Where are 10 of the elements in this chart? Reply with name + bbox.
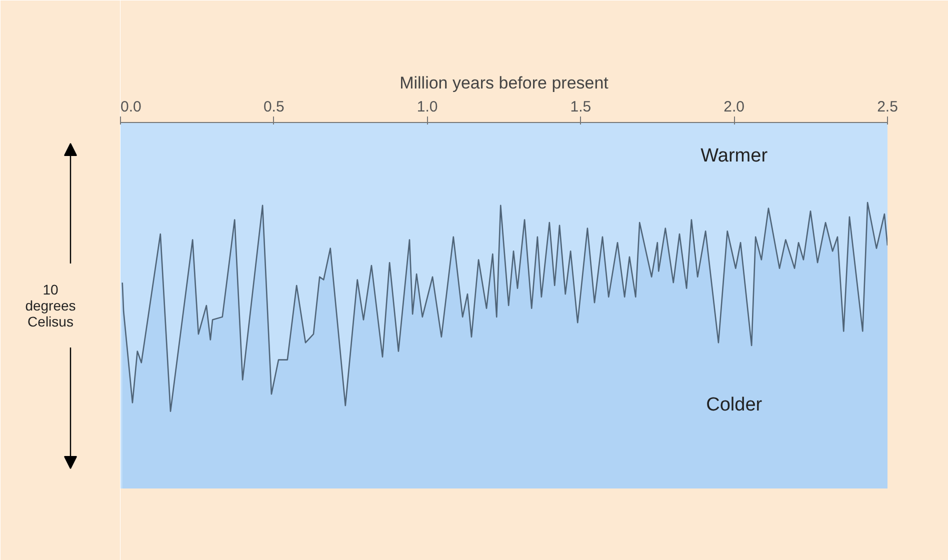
x-tick-label: 0.0 <box>120 98 142 116</box>
x-tick-label: 1.5 <box>570 98 592 116</box>
x-tick-label: 1.0 <box>416 98 438 116</box>
x-axis-title: Million years before present <box>400 74 609 92</box>
text: Warmer <box>700 145 768 166</box>
x-tick-label: 0.5 <box>263 98 284 116</box>
x-tick-label: 2.5 <box>877 98 898 116</box>
annotation: Colder <box>706 394 763 416</box>
x-tick-label: 2.0 <box>724 98 745 116</box>
text: 10 degrees Celisus <box>25 282 76 330</box>
